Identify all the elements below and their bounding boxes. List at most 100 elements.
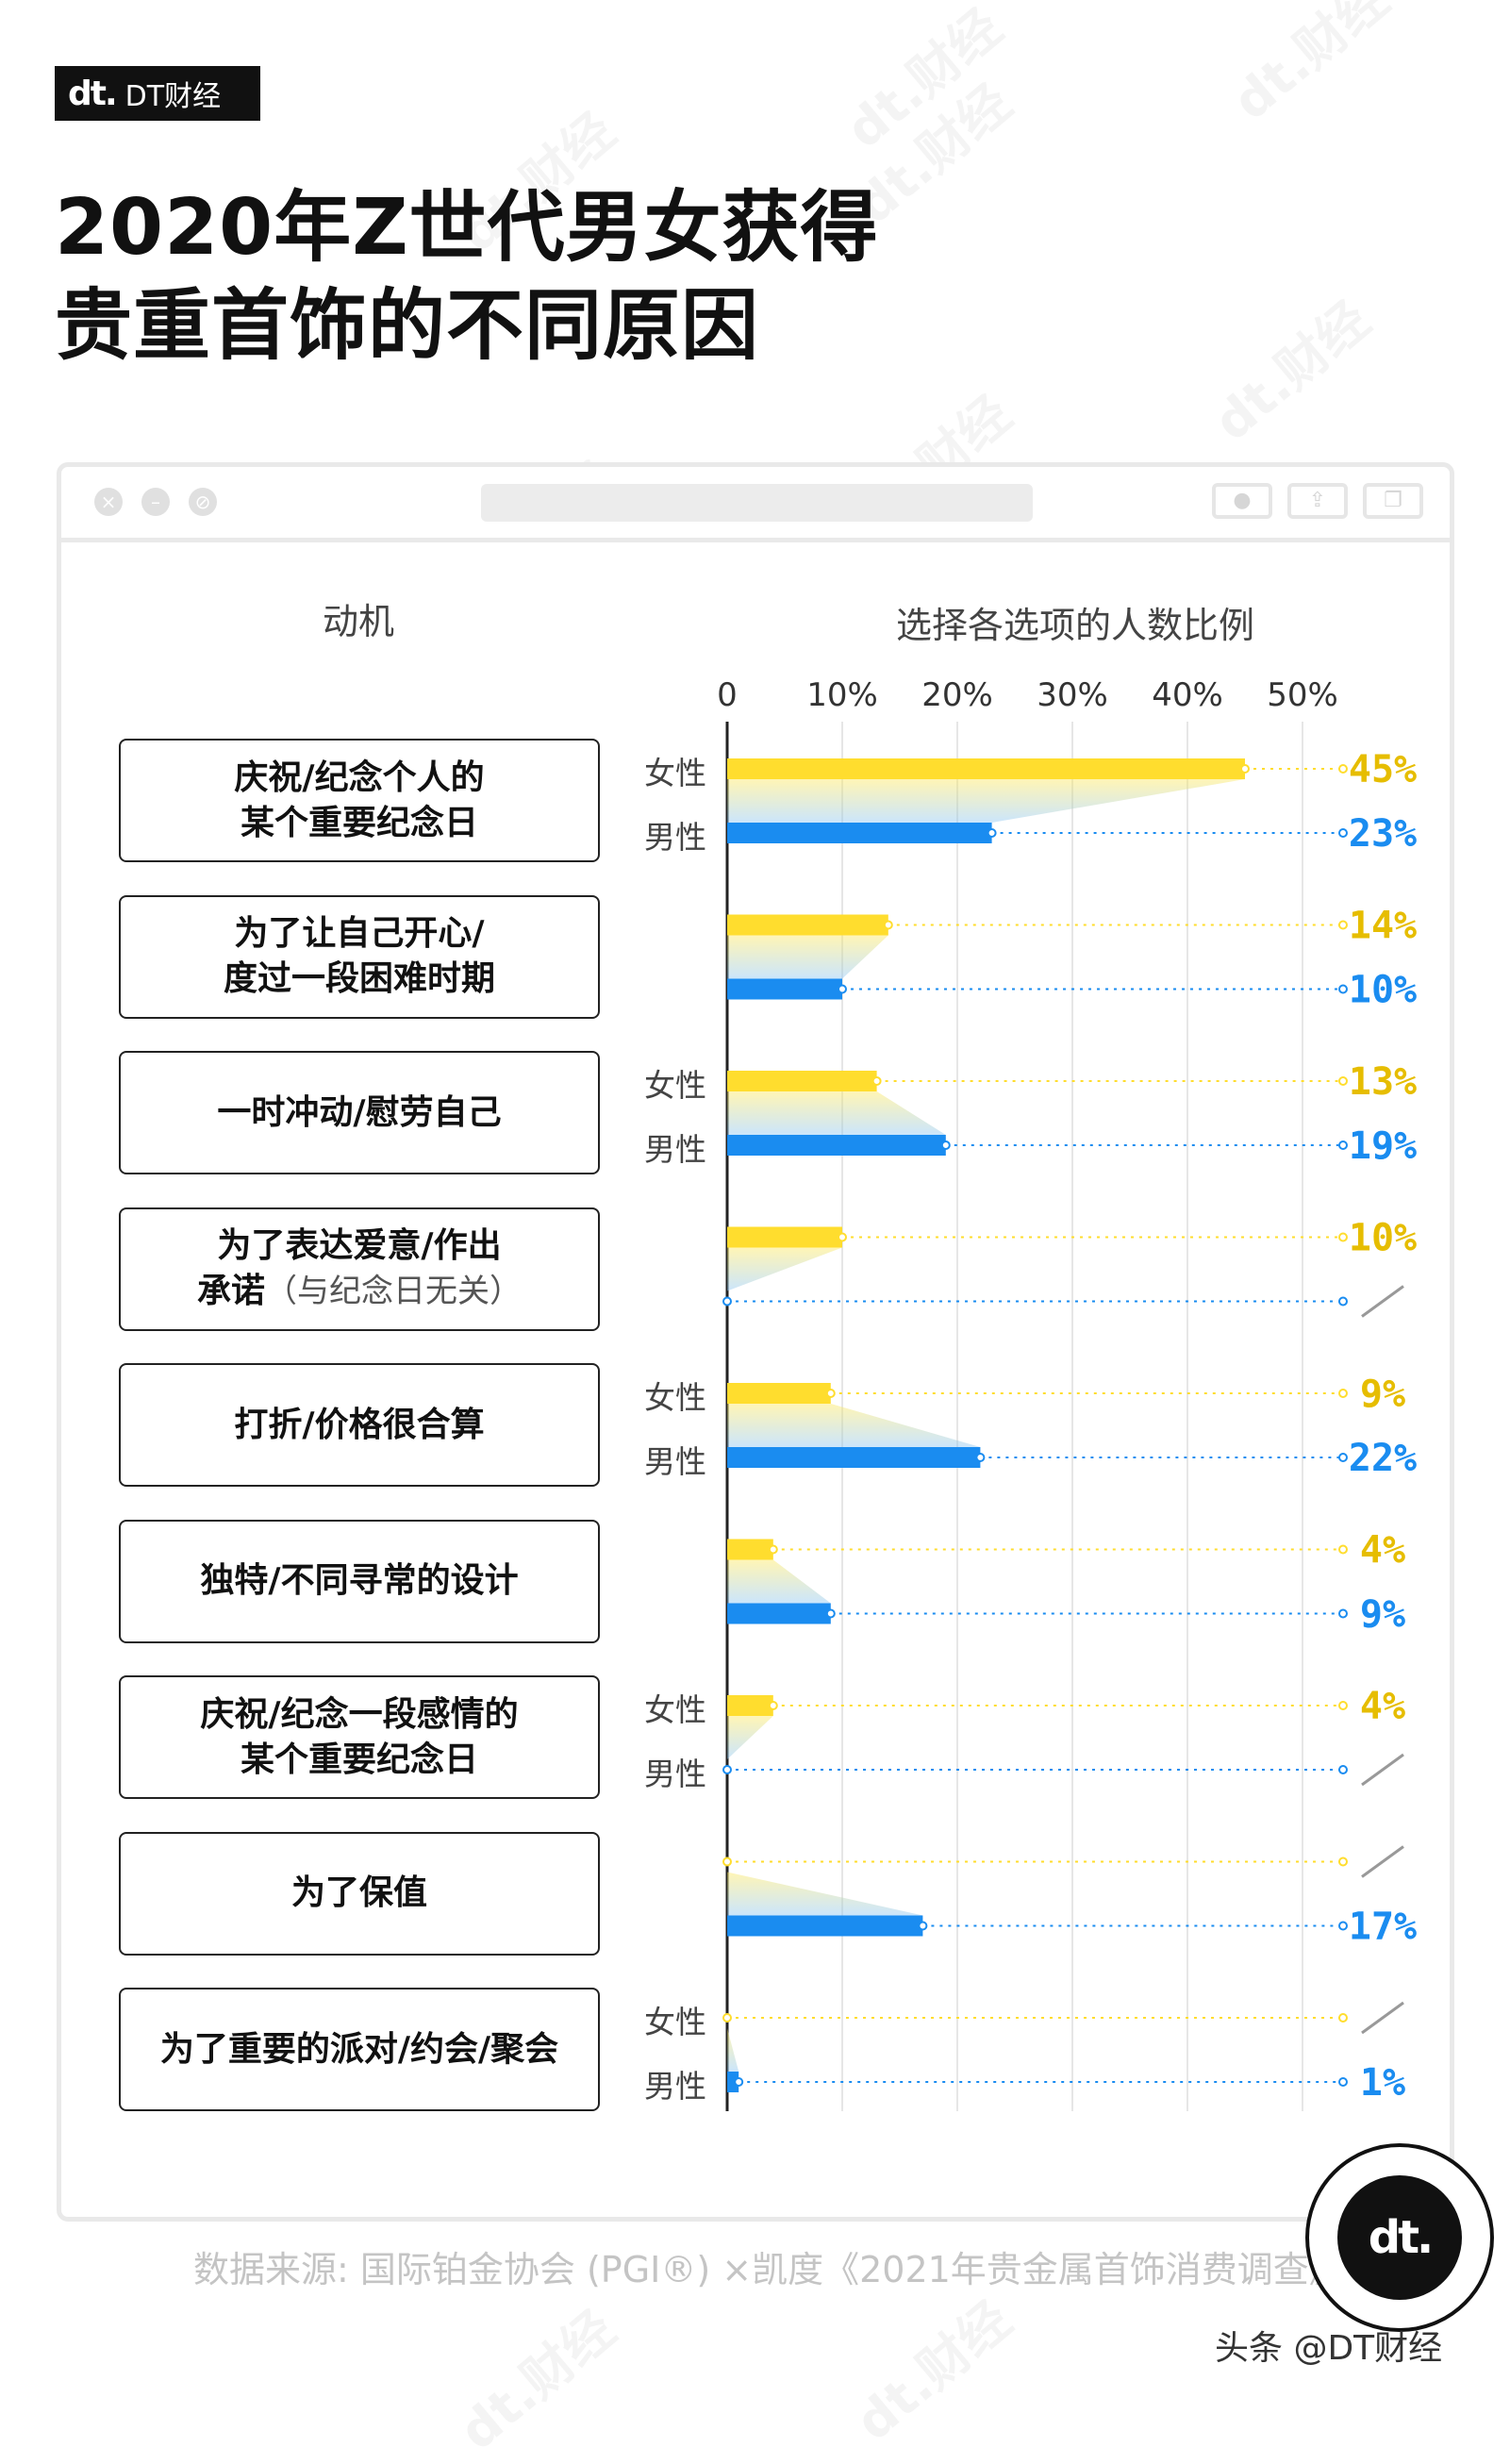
motive-line-text: 承诺	[196, 1272, 265, 1310]
x-tick-label: 30%	[1037, 676, 1108, 714]
value-label-male: 17%	[1349, 1906, 1417, 1949]
motive-line: 为了保值	[290, 1873, 427, 1912]
bar-female	[727, 1695, 773, 1716]
gender-label-female: 女性	[644, 755, 706, 791]
motive-box: 打折/价格很合算	[119, 1363, 600, 1487]
bar-end-dot-female	[871, 1076, 882, 1086]
bar-end-dot-male	[918, 1921, 928, 1931]
bar-end-dot-male	[975, 1453, 986, 1462]
dt-circle-logo: dt.	[1305, 2143, 1494, 2332]
bar-male	[727, 823, 992, 843]
bar-end-dot-male	[734, 2077, 744, 2087]
comparison-ribbon	[727, 779, 1245, 823]
leader-end-dot-male	[1338, 984, 1348, 994]
motive-line: 庆祝/纪念个人的	[234, 758, 485, 797]
motive-line: 打折/价格很合算	[234, 1405, 485, 1444]
gender-label-female: 女性	[644, 1067, 706, 1104]
motive-line: 承诺（与纪念日无关）	[197, 1269, 522, 1314]
no-data-slash-female	[1361, 2001, 1404, 2035]
bar-end-dot-female	[722, 2013, 732, 2023]
bar-female	[727, 1383, 831, 1404]
motive-line: 为了让自己开心/	[234, 914, 485, 953]
address-bar	[481, 484, 1033, 522]
value-label-female: 14%	[1349, 905, 1417, 948]
comparison-ribbon	[727, 1872, 923, 1916]
value-label-male: 9%	[1360, 1593, 1405, 1637]
value-label-female: 13%	[1349, 1060, 1417, 1104]
window-copy-icon: ❐	[1363, 483, 1423, 519]
bar-end-dot-male	[838, 984, 847, 994]
bar-male	[727, 1915, 923, 1937]
bar-end-dot-male	[940, 1140, 951, 1150]
motive-box: 为了重要的派对/约会/聚会	[119, 1988, 600, 2111]
gender-label-female: 女性	[644, 1691, 706, 1728]
leader-end-dot-female	[1338, 1701, 1348, 1710]
footer-attribution: 头条 @DT财经	[1215, 2329, 1443, 2368]
motive-line: 某个重要纪念日	[240, 803, 478, 842]
bar-end-dot-female	[722, 1856, 732, 1867]
value-label-male: 23%	[1349, 812, 1417, 856]
bar-chart: 0 10% 20% 30% 40% 50% 45% 23% 14% 10% 13% 19% 10% 9% 2…	[717, 676, 1417, 2111]
comparison-ribbon	[727, 935, 888, 979]
bar-male	[727, 2072, 739, 2092]
x-tick-label: 20%	[921, 676, 993, 714]
bar-female	[727, 914, 888, 936]
motive-box: 独特/不同寻常的设计	[119, 1519, 600, 1643]
source-note: 数据来源: 国际铂金协会 (PGI®) ×凯度《2021年贵金属首饰消费调查》	[193, 2249, 1345, 2290]
leader-end-dot-male	[1338, 1296, 1348, 1307]
value-label-male: 19%	[1349, 1124, 1417, 1168]
title-line-2: 贵重首饰的不同原因	[55, 281, 760, 371]
bar-end-dot-male	[987, 828, 997, 838]
motive-box: 庆祝/纪念一段感情的 某个重要纪念日	[119, 1675, 600, 1799]
motive-note: （与纪念日无关）	[265, 1273, 522, 1310]
brand-badge: dt. DT财经	[55, 66, 260, 121]
motive-box: 一时冲动/慰劳自己	[119, 1051, 600, 1174]
gender-label-male: 男性	[644, 1756, 706, 1792]
bar-end-dot-female	[838, 1232, 847, 1242]
value-label-male: 1%	[1360, 2061, 1405, 2105]
motive-line: 某个重要纪念日	[240, 1740, 478, 1779]
block-icon: ⊘	[189, 488, 217, 516]
leader-end-dot-male	[1338, 1608, 1348, 1619]
motive-box: 为了表达爱意/作出 承诺（与纪念日无关）	[119, 1207, 600, 1331]
leader-end-dot-female	[1338, 1856, 1348, 1867]
title-line-1: 2020年Z世代男女获得	[55, 183, 879, 273]
brand-logo: dt.	[68, 74, 118, 113]
page-title: 2020年Z世代男女获得 贵重首饰的不同原因	[55, 179, 879, 375]
leader-end-dot-male	[1338, 828, 1348, 838]
bar-end-dot-female	[768, 1701, 778, 1710]
motive-line: 独特/不同寻常的设计	[200, 1561, 519, 1600]
gender-label-male: 男性	[644, 819, 706, 856]
no-data-slash-male	[1361, 1753, 1404, 1787]
gender-label-male: 男性	[644, 1131, 706, 1168]
motive-line: 庆祝/纪念一段感情的	[200, 1694, 519, 1734]
leader-end-dot-female	[1338, 1544, 1348, 1555]
comparison-ribbon	[727, 1404, 981, 1447]
comparison-ribbon	[727, 1559, 831, 1604]
value-label-female: 45%	[1349, 748, 1417, 791]
bar-end-dot-male	[825, 1608, 836, 1619]
no-data-slash-female	[1361, 1845, 1404, 1878]
leader-end-dot-female	[1338, 1076, 1348, 1086]
leader-end-dot-male	[1338, 1140, 1348, 1150]
value-label-female: 4%	[1360, 1685, 1405, 1728]
bar-female	[727, 758, 1245, 779]
value-label-male: 10%	[1349, 969, 1417, 1012]
gender-label-female: 女性	[644, 2004, 706, 2040]
motive-box: 为了保值	[119, 1831, 600, 1956]
value-label-female: 4%	[1360, 1529, 1405, 1573]
leader-end-dot-female	[1338, 764, 1348, 774]
bar-male	[727, 1447, 981, 1468]
motive-box: 庆祝/纪念个人的 某个重要纪念日	[119, 739, 600, 862]
bar-female	[727, 1226, 842, 1248]
x-tick-label: 40%	[1152, 676, 1223, 714]
bar-end-dot-female	[825, 1389, 836, 1398]
leader-end-dot-female	[1338, 920, 1348, 930]
x-tick-label: 0	[717, 676, 738, 714]
bar-female	[727, 1071, 877, 1091]
leader-end-dot-male	[1338, 1765, 1348, 1774]
close-icon: ×	[94, 488, 123, 516]
comparison-ribbon	[727, 1247, 842, 1291]
bar-end-dot-female	[883, 920, 893, 930]
bar-male	[727, 1135, 946, 1156]
